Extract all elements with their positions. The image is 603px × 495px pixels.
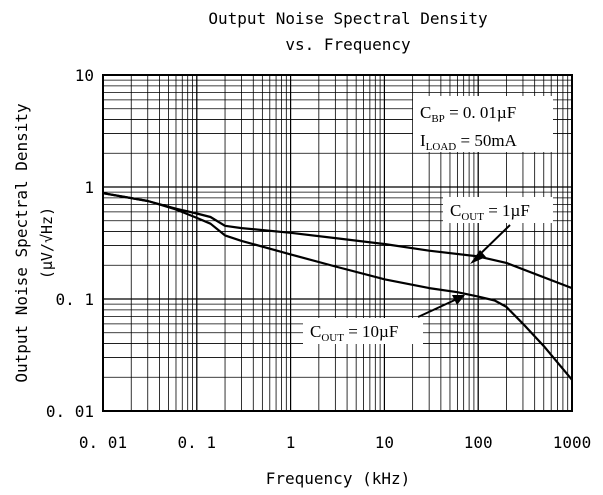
series-2-label: COUT = 10µF — [310, 322, 398, 344]
y-tick-label: 0. 1 — [55, 290, 94, 309]
series-2-label-bg — [303, 318, 423, 344]
condition-iload-label: ILOAD = 50mA — [420, 131, 518, 153]
y-axis-label: Output Noise Spectral Density (µV/√Hz) — [12, 103, 56, 383]
series-1-label: COUT = 1µF — [450, 201, 530, 223]
x-axis-label: Frequency (kHz) — [266, 469, 411, 488]
series-1-label-bg — [443, 197, 553, 223]
y-axis-label-line2: (µV/√Hz) — [38, 207, 56, 279]
x-tick-label: 0. 1 — [178, 433, 217, 452]
condition-cbp-label: CBP = 0. 01µF — [420, 103, 516, 125]
series-group — [102, 192, 573, 381]
plot-frame — [102, 74, 573, 412]
series-line-1 — [102, 192, 573, 290]
series-2-arrow-line — [417, 298, 458, 318]
series-2-arrow-head — [452, 295, 465, 305]
y-tick-label: 1 — [84, 178, 94, 197]
series-1-arrow-head — [470, 250, 486, 264]
y-tick-label: 0. 01 — [46, 402, 94, 421]
x-tick-label: 0. 01 — [79, 433, 127, 452]
x-tick-label: 10 — [375, 433, 394, 452]
chart-title-line1: Output Noise Spectral Density — [208, 9, 488, 28]
conditions-box-bg — [413, 96, 553, 152]
y-axis-label-line1: Output Noise Spectral Density — [12, 103, 31, 383]
x-tick-label: 100 — [464, 433, 493, 452]
series-line-2 — [102, 192, 573, 381]
tick-labels: 0. 01 0. 1 1 10 100 1000 0. 01 0. 1 1 10 — [46, 66, 591, 452]
x-tick-label: 1 — [286, 433, 296, 452]
y-tick-label: 10 — [75, 66, 94, 85]
x-tick-label: 1000 — [553, 433, 592, 452]
chart-title-line2: vs. Frequency — [285, 35, 411, 54]
